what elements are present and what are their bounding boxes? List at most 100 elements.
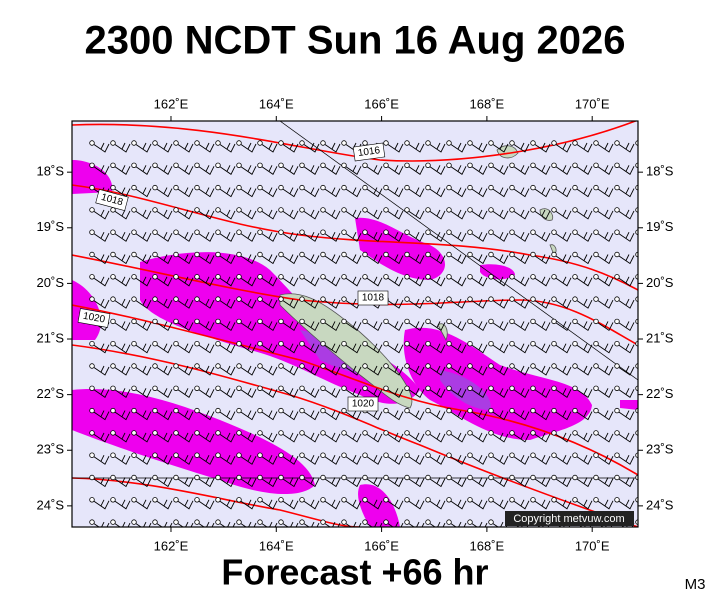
barb <box>471 142 488 153</box>
barb <box>219 410 236 421</box>
barb <box>282 276 299 287</box>
barb-station <box>572 474 578 481</box>
barb <box>114 432 131 443</box>
barb <box>198 187 215 198</box>
barb <box>240 187 257 198</box>
barb-station <box>131 385 137 391</box>
barb-station <box>488 452 494 458</box>
barb <box>471 343 488 354</box>
barb-station <box>341 385 347 391</box>
barb-station <box>194 318 200 325</box>
barb <box>387 321 404 332</box>
barb <box>303 432 320 443</box>
barb-station <box>341 363 347 369</box>
barb-station <box>425 341 431 347</box>
barb-station <box>215 474 221 481</box>
barb <box>618 432 635 443</box>
barb <box>324 276 341 287</box>
barb <box>156 365 173 376</box>
barb <box>534 410 551 421</box>
barb <box>513 276 530 287</box>
barb-station <box>236 184 242 191</box>
barb <box>513 165 530 175</box>
barb <box>114 343 131 354</box>
barb-station <box>593 162 599 168</box>
barb-station <box>572 497 578 503</box>
barb <box>303 276 320 287</box>
barb <box>576 142 593 153</box>
barb <box>450 298 467 309</box>
barb <box>576 432 593 443</box>
barb <box>303 321 320 332</box>
barb <box>534 477 551 488</box>
barb-station <box>362 184 368 191</box>
barb-station <box>152 407 158 414</box>
barb-station <box>530 318 536 325</box>
barb <box>219 521 236 527</box>
barb <box>198 388 215 398</box>
barb-station <box>362 318 368 325</box>
barb-station <box>89 229 95 235</box>
barb-station <box>173 430 179 436</box>
barb-station <box>152 140 158 146</box>
barb-station <box>467 274 473 280</box>
lat-tick-label: 19˚S <box>37 219 65 234</box>
barb <box>177 388 194 398</box>
barb <box>261 321 278 332</box>
barb <box>198 254 215 265</box>
barb-station <box>152 474 158 481</box>
barb <box>513 365 530 376</box>
barb <box>429 254 446 265</box>
barb <box>597 388 614 398</box>
barb <box>135 321 152 332</box>
barb <box>324 432 341 443</box>
barb-station <box>383 251 389 258</box>
barb <box>513 432 530 443</box>
barb <box>471 432 488 443</box>
barb-station <box>446 296 452 302</box>
barb-station <box>488 407 494 414</box>
barb-station <box>173 385 179 391</box>
barb <box>93 365 110 376</box>
barb-station <box>110 184 116 191</box>
barb <box>534 321 551 332</box>
isobar-label: 1020 <box>347 396 379 412</box>
barb-station <box>467 452 473 458</box>
barb-station <box>404 318 410 325</box>
barb <box>261 298 278 309</box>
barb <box>219 454 236 465</box>
barb <box>345 521 362 527</box>
barb <box>450 142 467 153</box>
barb-station <box>593 407 599 414</box>
barb-station <box>383 430 389 436</box>
barb <box>597 165 614 175</box>
barb <box>597 254 614 265</box>
barb <box>114 298 131 309</box>
barb <box>324 165 341 175</box>
barb-station <box>551 341 557 347</box>
barb-station <box>425 207 431 213</box>
barb <box>429 298 446 309</box>
barb <box>513 231 530 242</box>
barb <box>324 142 341 153</box>
lon-tick-label: 166˚E <box>364 538 399 553</box>
barb <box>534 165 551 175</box>
barb-station <box>257 184 263 191</box>
barb <box>240 209 257 220</box>
barb <box>408 454 425 465</box>
barb <box>429 187 446 198</box>
barb-station <box>257 274 263 280</box>
barb <box>324 521 341 527</box>
barb <box>177 276 194 287</box>
barb <box>555 209 572 220</box>
barb <box>240 276 257 287</box>
barb-station <box>299 385 305 391</box>
barb <box>282 209 299 220</box>
barb <box>345 432 362 443</box>
barb-station <box>278 318 284 325</box>
barb <box>576 298 593 309</box>
barb-station <box>89 430 95 436</box>
barb-station <box>614 274 620 280</box>
barb-station <box>509 162 515 168</box>
barb <box>156 477 173 488</box>
